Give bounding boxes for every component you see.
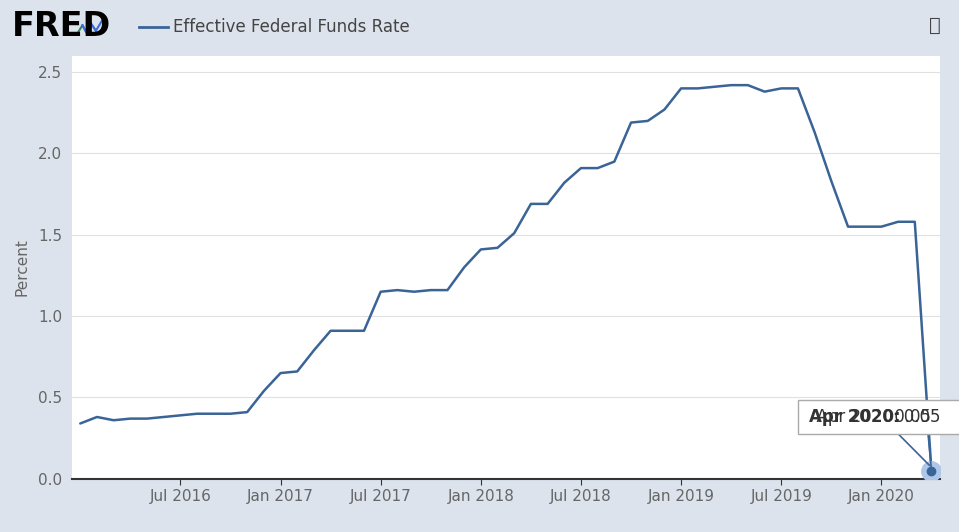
Text: Effective Federal Funds Rate: Effective Federal Funds Rate xyxy=(173,18,409,36)
Text: Apr 2020: 0.05: Apr 2020: 0.05 xyxy=(807,408,951,426)
Text: ⛶: ⛶ xyxy=(929,15,941,35)
Text: FRED: FRED xyxy=(12,10,110,43)
Y-axis label: Percent: Percent xyxy=(14,238,30,296)
Text: Apr 2020:: Apr 2020: xyxy=(808,408,901,426)
Text: 0.05: 0.05 xyxy=(889,408,931,426)
